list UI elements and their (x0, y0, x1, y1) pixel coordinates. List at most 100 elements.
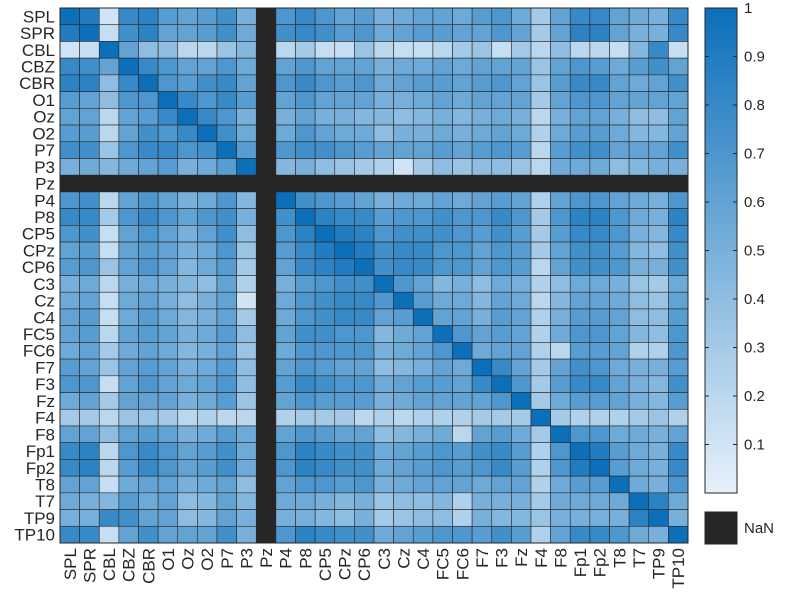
heatmap-cell (98, 342, 120, 360)
row-label: TP10 (14, 526, 55, 545)
heatmap-cell (334, 241, 355, 260)
heatmap-cell (393, 225, 414, 243)
heatmap-cell (569, 325, 591, 343)
heatmap-cell (452, 408, 473, 427)
heatmap-cell-nan (569, 174, 591, 193)
heatmap-cell-nan (255, 375, 277, 393)
heatmap-cell (471, 225, 493, 243)
heatmap-cell (609, 91, 630, 109)
heatmap-cell (334, 91, 355, 109)
heatmap-cell (491, 124, 512, 143)
heatmap-cell (452, 425, 473, 443)
heatmap-cell (236, 7, 257, 26)
heatmap-cell (197, 509, 218, 527)
heatmap-cell-nan (511, 174, 532, 193)
heatmap-cell (530, 124, 551, 143)
heatmap-cell (295, 91, 316, 109)
heatmap-cell (589, 191, 610, 209)
heatmap-cell (589, 275, 610, 293)
heatmap-cell-nan (255, 442, 277, 460)
heatmap-cell (628, 191, 650, 209)
heatmap-cell (668, 375, 689, 393)
heatmap-cell (412, 241, 434, 260)
heatmap-cell (98, 91, 120, 109)
heatmap-cell (432, 275, 453, 293)
heatmap-cell (354, 225, 375, 243)
heatmap-cell (138, 525, 159, 544)
heatmap-cell-nan (255, 7, 277, 26)
heatmap-cell (412, 375, 434, 393)
heatmap-cell (648, 425, 669, 443)
heatmap-cell-nan (255, 124, 277, 143)
heatmap-cell (59, 258, 80, 276)
heatmap-cell (118, 425, 139, 443)
heatmap-cell (393, 525, 414, 544)
heatmap-cell (118, 375, 139, 393)
heatmap-cell (609, 225, 630, 243)
heatmap-cell (550, 7, 571, 26)
heatmap-cell (334, 41, 355, 59)
heatmap-cell (628, 308, 650, 326)
heatmap-cell (412, 225, 434, 243)
heatmap-cell (275, 108, 296, 126)
heatmap-cell (530, 492, 551, 510)
heatmap-cell (216, 57, 237, 76)
heatmap-cell (511, 442, 532, 460)
heatmap-cell (118, 24, 139, 42)
heatmap-cell (550, 108, 571, 126)
heatmap-cell (550, 241, 571, 260)
heatmap-cell (59, 475, 80, 494)
heatmap-cell (314, 108, 336, 126)
heatmap-cell (197, 57, 218, 76)
heatmap-cell (236, 358, 257, 377)
column-label: CP5 (316, 548, 335, 581)
row-label: P4 (34, 191, 55, 210)
heatmap-cell (314, 425, 336, 443)
heatmap-cell (314, 57, 336, 76)
heatmap-cell-nan (255, 509, 277, 527)
heatmap-cell-nan (255, 108, 277, 126)
heatmap-cell (373, 442, 394, 460)
heatmap-cell-nan (354, 174, 375, 193)
heatmap-cell (432, 459, 453, 477)
heatmap-cell (275, 308, 296, 326)
heatmap-cell (668, 358, 689, 377)
column-label: Oz (179, 548, 198, 570)
heatmap-cell (59, 375, 80, 393)
heatmap-cell (609, 375, 630, 393)
heatmap-cell (550, 358, 571, 377)
heatmap-cell (589, 225, 610, 243)
heatmap-cell (569, 275, 591, 293)
heatmap-cell (550, 225, 571, 243)
heatmap-cell (648, 108, 669, 126)
heatmap-cell (393, 24, 414, 42)
heatmap-cell (236, 291, 257, 310)
heatmap-cell (275, 191, 296, 209)
heatmap-cell (648, 375, 669, 393)
heatmap-cell (569, 375, 591, 393)
heatmap-cell (491, 241, 512, 260)
heatmap-cell (393, 158, 414, 176)
heatmap-cell (138, 141, 159, 159)
heatmap-cell (59, 425, 80, 443)
heatmap-cell (59, 442, 80, 460)
heatmap-cell (569, 225, 591, 243)
heatmap-cell (373, 275, 394, 293)
heatmap-cell-nan (255, 408, 277, 427)
heatmap-cell (550, 275, 571, 293)
heatmap-cell-nan (177, 174, 198, 193)
heatmap-cell (471, 459, 493, 477)
row-label: Pz (35, 175, 55, 194)
heatmap-cell (157, 158, 179, 176)
heatmap-cell (471, 275, 493, 293)
heatmap-cell (550, 425, 571, 443)
heatmap-cell (668, 325, 689, 343)
heatmap-cell (98, 358, 120, 377)
heatmap-cell (393, 358, 414, 377)
heatmap-cell (177, 291, 198, 310)
heatmap-cell (628, 375, 650, 393)
heatmap-cell (79, 7, 100, 26)
heatmap-cell (275, 442, 296, 460)
heatmap-cell (668, 241, 689, 260)
heatmap-cell (79, 375, 100, 393)
